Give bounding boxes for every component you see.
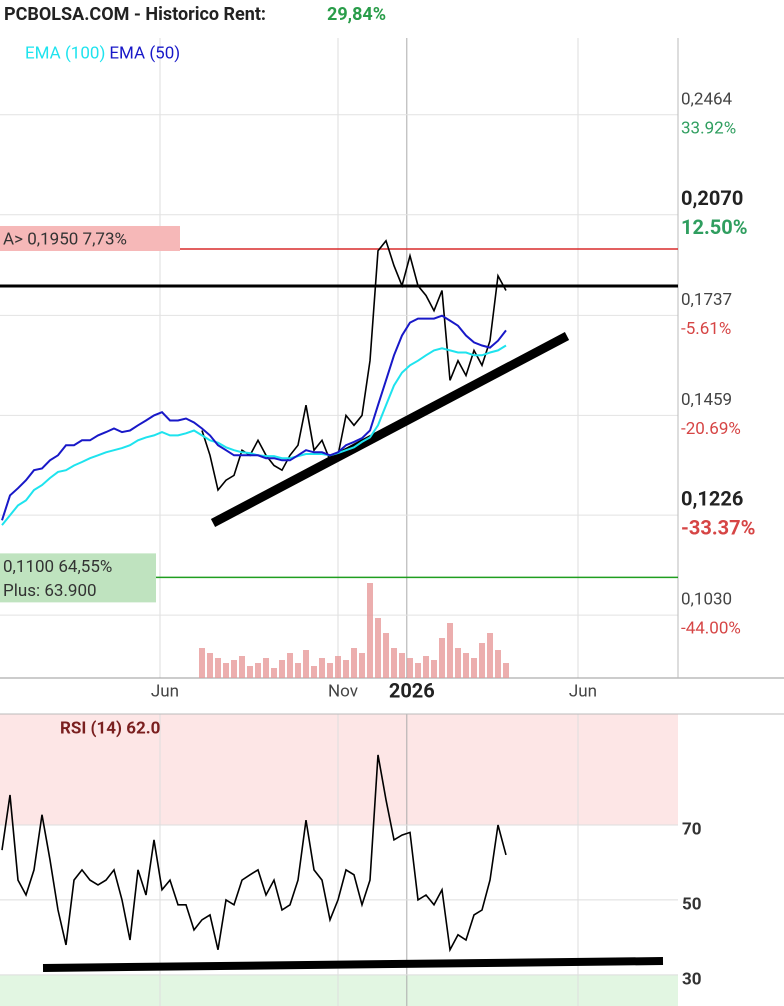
volume-bar	[263, 658, 269, 678]
volume-bar	[503, 663, 509, 678]
volume-bar	[231, 660, 237, 678]
volume-bar	[199, 648, 205, 678]
volume-bar	[367, 583, 373, 678]
series-line	[201, 239, 507, 492]
volume-bar	[415, 663, 421, 678]
trend-line	[210, 332, 570, 527]
level-box	[0, 225, 180, 251]
volume-bar	[303, 650, 309, 678]
legend-entry: EMA (100)	[25, 43, 105, 63]
rsi-title: RSI (14) 62.0	[60, 718, 160, 738]
volume-bar	[335, 656, 341, 678]
volume-bar	[423, 656, 429, 678]
volume-bar	[439, 638, 445, 678]
y-tick-label: 50	[682, 894, 702, 914]
y-tick-label: 0,1226	[681, 486, 743, 510]
volume-bar	[463, 653, 469, 678]
level-label: 0,1100 64,55%	[3, 557, 112, 577]
y-tick-label: 0,1459	[681, 390, 732, 410]
volume-bar	[375, 618, 381, 678]
volume-bar	[223, 663, 229, 678]
change-label: 12.50%	[681, 215, 747, 239]
y-tick-label: 0,2464	[681, 89, 733, 109]
volume-bar	[495, 650, 501, 678]
chart-title: PCBOLSA.COM - Historico Rent:	[4, 4, 266, 25]
change-label: -44.00%	[681, 619, 741, 639]
x-tick-label: 2026	[389, 678, 435, 702]
volume-bar	[311, 666, 317, 678]
volume-bar	[447, 623, 453, 678]
series-line	[1, 314, 507, 521]
level-box	[0, 553, 156, 603]
volume-bar	[471, 658, 477, 678]
overbought-zone	[0, 714, 678, 825]
change-label: -20.69%	[681, 419, 741, 439]
volume-bar	[383, 633, 389, 678]
volume-bar	[391, 648, 397, 678]
volume-bar	[359, 653, 365, 678]
volume-bar	[247, 666, 253, 678]
volume-bar	[407, 658, 413, 678]
y-tick-label: 0,1737	[681, 290, 732, 310]
change-label: -33.37%	[681, 515, 755, 539]
volume-bar	[319, 658, 325, 678]
change-label: 33.92%	[681, 118, 736, 138]
x-tick-label: Jun	[569, 681, 597, 701]
level-label: A> 0,1950 7,73%	[3, 229, 127, 249]
series-line	[1, 754, 507, 953]
volume-bar	[295, 663, 301, 678]
volume-bar	[487, 633, 493, 678]
background	[0, 38, 678, 1006]
y-tick-label: 0,2070	[681, 186, 743, 210]
legend-entry: EMA (50)	[109, 43, 180, 63]
y-tick-label: 70	[682, 819, 702, 839]
return-value: 29,84%	[327, 4, 386, 25]
volume-bar	[287, 653, 293, 678]
volume-bar	[327, 663, 333, 678]
volume-bar	[479, 643, 485, 678]
oversold-zone	[0, 974, 678, 1006]
volume-bar	[399, 653, 405, 678]
volume-bar	[255, 663, 261, 678]
trend-line	[42, 957, 664, 972]
volume-bar	[431, 660, 437, 678]
y-tick-label: 30	[682, 969, 702, 989]
volume-bar	[207, 653, 213, 678]
volume-bar	[271, 668, 277, 678]
change-label: -5.61%	[681, 319, 731, 339]
x-tick-label: Nov	[328, 681, 358, 701]
y-tick-label: 0,1030	[681, 590, 732, 610]
volume-bar	[351, 648, 357, 678]
series-line	[1, 344, 507, 526]
x-tick-label: Jun	[151, 681, 179, 701]
volume-bar	[239, 656, 245, 678]
volume-bar	[343, 660, 349, 678]
volume-bar	[455, 648, 461, 678]
level-note: Plus: 63.900	[3, 581, 97, 601]
volume-bar	[215, 658, 221, 678]
volume-bar	[279, 660, 285, 678]
